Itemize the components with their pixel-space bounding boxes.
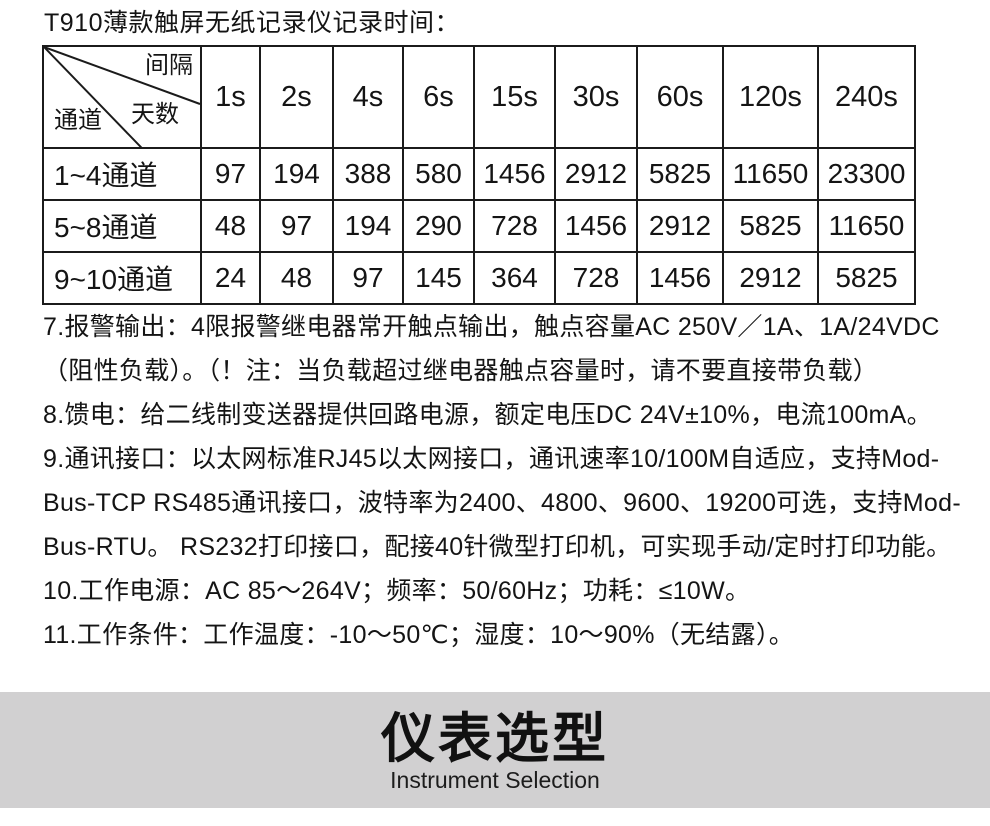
spec-line-10: 10.工作电源：AC 85～264V；频率：50/60Hz；功耗：≤10W。 — [43, 577, 751, 605]
interval-header-30s: 30s — [554, 45, 638, 149]
table-header-row: 间隔 天数 通道 1s 2s 4s 6s 15s 30s 60s 120s 24… — [42, 45, 916, 149]
interval-header-1s: 1s — [200, 45, 261, 149]
interval-header-4s: 4s — [332, 45, 404, 149]
banner-title: 仪表选型 — [381, 709, 609, 769]
days-value-cell: 728 — [554, 251, 638, 305]
channel-range-label: 1~4通道 — [42, 147, 202, 201]
table-row-ch9-10: 9~10通道 24 48 97 145 364 728 1456 2912 58… — [42, 251, 916, 305]
days-value-cell: 2912 — [554, 147, 638, 201]
spec-line-9b: Bus-TCP RS485通讯接口，波特率为2400、4800、9600、192… — [43, 489, 961, 517]
days-value-cell: 580 — [402, 147, 475, 201]
table-row-ch1-4: 1~4通道 97 194 388 580 1456 2912 5825 1165… — [42, 147, 916, 201]
diagonal-divider-lines — [44, 47, 200, 147]
days-value-cell: 97 — [332, 251, 404, 305]
spec-paragraphs: 7.报警输出：4限报警继电器常开触点输出，触点容量AC 250V／1A、1A/2… — [43, 305, 961, 657]
days-value-cell: 23300 — [817, 147, 916, 201]
days-value-cell: 1456 — [473, 147, 556, 201]
days-value-cell: 1456 — [636, 251, 724, 305]
days-value-cell: 48 — [259, 251, 334, 305]
spec-line-7a: 7.报警输出：4限报警继电器常开触点输出，触点容量AC 250V／1A、1A/2… — [43, 313, 940, 341]
days-value-cell: 48 — [200, 199, 261, 253]
days-value-cell: 728 — [473, 199, 556, 253]
days-value-cell: 97 — [259, 199, 334, 253]
days-value-cell: 145 — [402, 251, 475, 305]
section-banner: 仪表选型 Instrument Selection — [0, 692, 990, 808]
interval-header-2s: 2s — [259, 45, 334, 149]
spec-line-7b: （阻性负载）。（！注：当负载超过继电器触点容量时，请不要直接带负载） — [43, 357, 879, 385]
days-value-cell: 388 — [332, 147, 404, 201]
channel-range-label: 9~10通道 — [42, 251, 202, 305]
table-corner-cell: 间隔 天数 通道 — [42, 45, 202, 149]
banner-subtitle: Instrument Selection — [390, 767, 600, 793]
days-value-cell: 11650 — [722, 147, 819, 201]
channel-range-label: 5~8通道 — [42, 199, 202, 253]
corner-channel-label: 通道 — [54, 107, 102, 134]
interval-header-60s: 60s — [636, 45, 724, 149]
days-value-cell: 24 — [200, 251, 261, 305]
days-value-cell: 1456 — [554, 199, 638, 253]
days-value-cell: 2912 — [722, 251, 819, 305]
days-value-cell: 5825 — [722, 199, 819, 253]
spec-line-9c: Bus-RTU。 RS232打印接口，配接40针微型打印机，可实现手动/定时打印… — [43, 533, 952, 561]
interval-header-120s: 120s — [722, 45, 819, 149]
interval-header-6s: 6s — [402, 45, 475, 149]
days-value-cell: 194 — [332, 199, 404, 253]
interval-header-15s: 15s — [473, 45, 556, 149]
interval-header-240s: 240s — [817, 45, 916, 149]
days-value-cell: 97 — [200, 147, 261, 201]
days-value-cell: 5825 — [636, 147, 724, 201]
days-value-cell: 290 — [402, 199, 475, 253]
document-title: T910薄款触屏无纸记录仪记录时间： — [44, 9, 460, 37]
corner-interval-label: 间隔 — [145, 52, 193, 79]
spec-line-11: 11.工作条件：工作温度：-10～50℃；湿度：10～90%（无结露）。 — [43, 621, 795, 649]
days-value-cell: 2912 — [636, 199, 724, 253]
recording-time-table: 间隔 天数 通道 1s 2s 4s 6s 15s 30s 60s 120s 24… — [42, 45, 916, 305]
table-row-ch5-8: 5~8通道 48 97 194 290 728 1456 2912 5825 1… — [42, 199, 916, 253]
corner-days-label: 天数 — [131, 101, 179, 128]
days-value-cell: 11650 — [817, 199, 916, 253]
spec-line-9a: 9.通讯接口：以太网标准RJ45以太网接口，通讯速率10/100M自适应，支持M… — [43, 445, 940, 473]
days-value-cell: 194 — [259, 147, 334, 201]
days-value-cell: 5825 — [817, 251, 916, 305]
days-value-cell: 364 — [473, 251, 556, 305]
spec-line-8: 8.馈电：给二线制变送器提供回路电源，额定电压DC 24V±10%，电流100m… — [43, 401, 932, 429]
